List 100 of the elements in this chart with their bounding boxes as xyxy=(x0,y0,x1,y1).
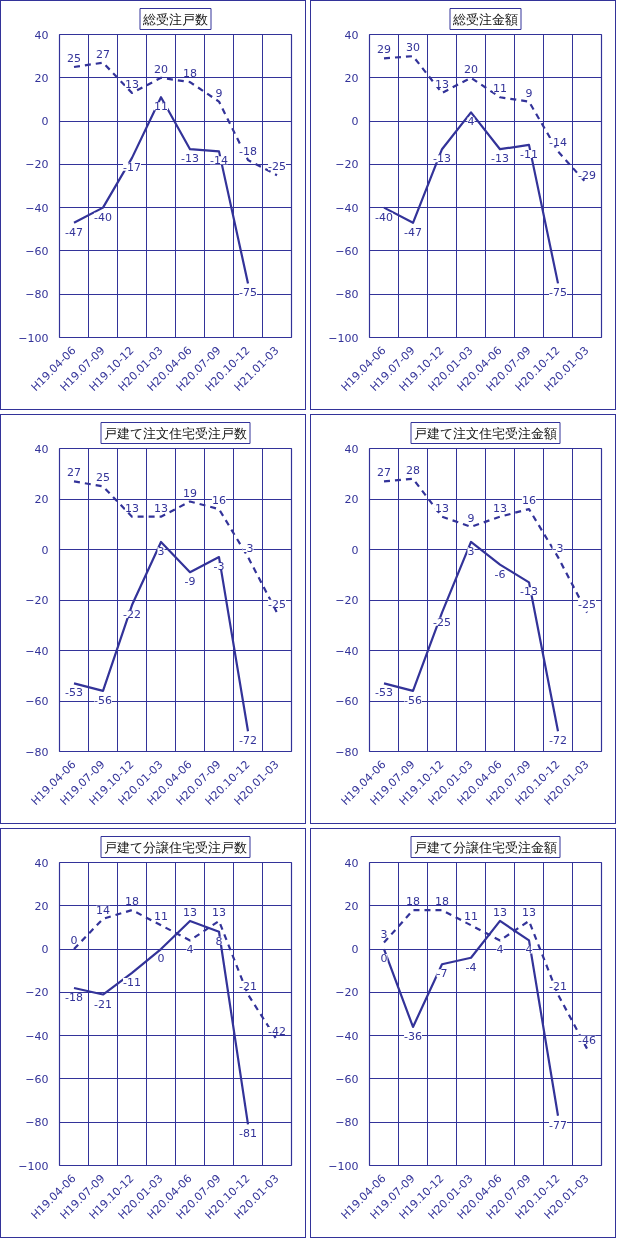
y-tick-label: 20 xyxy=(34,899,49,913)
data-label: 18 xyxy=(125,895,139,909)
y-tick-label: 40 xyxy=(34,28,49,42)
data-label: 27 xyxy=(96,47,110,61)
data-label: -21 xyxy=(549,979,567,993)
data-label: -25 xyxy=(578,597,596,611)
chart-title: 戸建て注文住宅受注戸数 xyxy=(104,425,247,441)
y-tick-label: −20 xyxy=(335,158,359,172)
data-label: 14 xyxy=(96,903,110,917)
data-label: -81 xyxy=(239,1127,257,1141)
y-tick-label: 20 xyxy=(34,71,49,85)
data-label: -40 xyxy=(94,210,112,224)
data-label: -75 xyxy=(239,286,257,300)
data-label: 0 xyxy=(157,952,165,966)
data-label: -25 xyxy=(268,597,286,611)
data-label: 0 xyxy=(380,952,388,966)
data-label: -72 xyxy=(549,734,567,748)
data-label: -4 xyxy=(465,960,477,974)
data-label: -75 xyxy=(549,286,567,300)
data-label: 8 xyxy=(215,934,223,948)
data-label: -18 xyxy=(65,991,83,1005)
data-label: -13 xyxy=(433,152,451,166)
data-label: 30 xyxy=(406,41,420,55)
data-label: -53 xyxy=(65,686,83,700)
y-tick-label: −20 xyxy=(25,986,49,1000)
y-tick-label: −60 xyxy=(25,1072,49,1086)
data-label: -11 xyxy=(520,147,538,161)
chart-title: 戸建て分譲住宅受注戸数 xyxy=(104,839,247,855)
y-tick-label: 0 xyxy=(41,543,49,557)
y-tick-label: 20 xyxy=(344,899,359,913)
data-label: 13 xyxy=(183,905,197,919)
data-label: -25 xyxy=(433,615,451,629)
y-tick-label: −20 xyxy=(335,986,359,1000)
data-label: -13 xyxy=(181,152,199,166)
y-tick-label: 20 xyxy=(344,71,359,85)
data-label: -47 xyxy=(404,225,422,239)
data-label: 18 xyxy=(183,67,197,81)
data-label: 18 xyxy=(406,895,420,909)
y-tick-label: 40 xyxy=(344,442,359,456)
data-label: 27 xyxy=(67,466,81,480)
data-label: 28 xyxy=(406,463,420,477)
data-label: 3 xyxy=(467,544,475,558)
data-label: 20 xyxy=(464,62,478,76)
y-tick-label: −80 xyxy=(335,745,359,759)
data-label: 25 xyxy=(96,471,110,485)
y-tick-label: −100 xyxy=(18,331,49,345)
data-label: 9 xyxy=(215,86,223,100)
data-label: -77 xyxy=(549,1118,567,1132)
data-label: -17 xyxy=(123,160,141,174)
y-tick-label: −40 xyxy=(25,1029,49,1043)
y-tick-label: 0 xyxy=(41,115,49,129)
y-tick-label: −80 xyxy=(25,1116,49,1130)
y-tick-label: −60 xyxy=(25,244,49,258)
y-tick-label: −60 xyxy=(335,244,359,258)
y-tick-label: 0 xyxy=(351,115,359,129)
chart-title: 戸建て分譲住宅受注金額 xyxy=(414,839,557,855)
data-label: -14 xyxy=(210,154,228,168)
data-label: 3 xyxy=(380,927,388,941)
data-label: 13 xyxy=(435,501,449,515)
data-label: -29 xyxy=(578,168,596,182)
data-label: 11 xyxy=(154,100,168,114)
y-tick-label: −20 xyxy=(25,158,49,172)
data-label: -21 xyxy=(239,979,257,993)
data-label: 29 xyxy=(377,43,391,57)
y-tick-label: 40 xyxy=(344,28,359,42)
data-label: -56 xyxy=(94,693,112,707)
data-label: -3 xyxy=(213,560,225,574)
data-label: 4 xyxy=(186,943,194,957)
data-label: 13 xyxy=(125,501,139,515)
data-label: -3 xyxy=(552,542,564,556)
data-label: 13 xyxy=(522,905,536,919)
data-label: 3 xyxy=(157,544,165,558)
chart-title: 総受注戸数 xyxy=(142,11,208,27)
data-label: 13 xyxy=(493,501,507,515)
y-tick-label: 0 xyxy=(41,943,49,957)
data-label: -46 xyxy=(578,1033,596,1047)
data-label: -36 xyxy=(404,1029,422,1043)
data-label: -42 xyxy=(268,1024,286,1038)
data-label: -7 xyxy=(436,967,448,981)
data-label: -22 xyxy=(123,608,141,622)
y-tick-label: −40 xyxy=(335,201,359,215)
data-label: -47 xyxy=(65,225,83,239)
y-tick-label: −20 xyxy=(335,594,359,607)
data-label: -3 xyxy=(242,542,254,556)
data-label: 11 xyxy=(464,910,478,924)
data-label: -40 xyxy=(375,210,393,224)
data-label: -14 xyxy=(549,136,567,150)
data-label: -9 xyxy=(184,575,196,589)
y-tick-label: −80 xyxy=(335,1116,359,1130)
data-label: 9 xyxy=(467,511,475,525)
data-label: 27 xyxy=(377,466,391,480)
data-label: 4 xyxy=(496,943,504,957)
data-label: 18 xyxy=(435,895,449,909)
data-label: 9 xyxy=(525,86,533,100)
y-tick-label: 40 xyxy=(344,856,359,870)
y-tick-label: −40 xyxy=(335,644,359,658)
y-tick-label: −100 xyxy=(328,1159,359,1173)
y-tick-label: −100 xyxy=(18,1159,49,1173)
y-tick-label: 0 xyxy=(351,543,359,557)
y-tick-label: 40 xyxy=(34,856,49,870)
